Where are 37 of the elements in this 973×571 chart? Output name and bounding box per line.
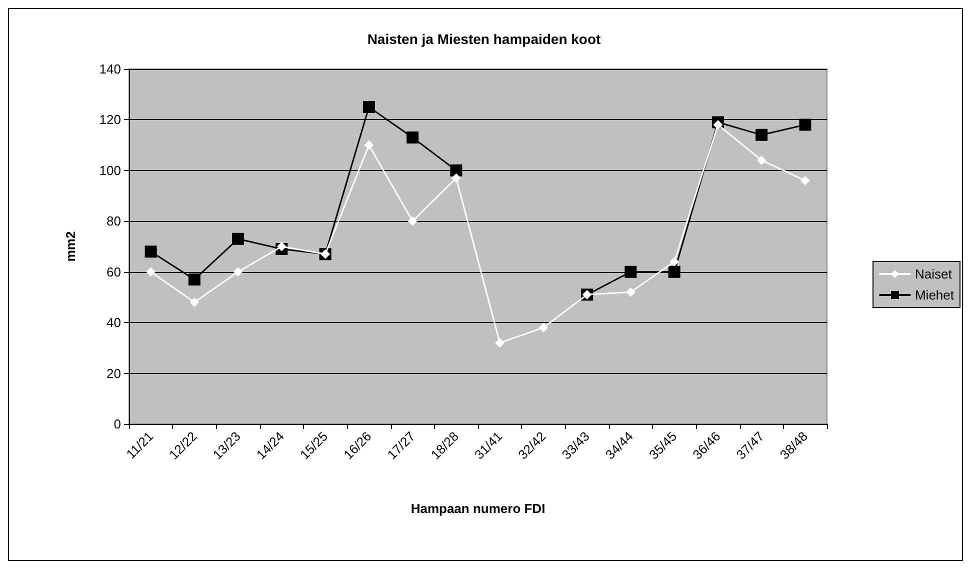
point	[144, 246, 157, 258]
point	[452, 174, 461, 183]
point	[146, 267, 156, 276]
y-tick-label: 20	[106, 366, 121, 381]
point	[408, 216, 418, 226]
y-tick-label: 40	[106, 315, 121, 330]
point	[538, 323, 548, 332]
point	[406, 131, 419, 144]
point	[670, 257, 679, 266]
point	[188, 273, 200, 286]
x-axis-title: Hampaan numero FDI	[410, 501, 546, 516]
point	[756, 128, 768, 141]
point	[668, 266, 680, 278]
point	[799, 118, 812, 131]
point	[713, 120, 722, 130]
y-tick-label: 0	[114, 416, 121, 432]
legend-label: Miehet	[914, 288, 954, 302]
y-axis-title: mm2	[63, 231, 78, 262]
point	[626, 288, 636, 297]
legend-label: Naiset	[914, 266, 952, 282]
point	[624, 266, 637, 278]
point	[450, 164, 462, 176]
y-tick-label: 120	[99, 112, 121, 128]
y-tick-label: 80	[106, 214, 121, 229]
point	[190, 298, 199, 307]
point	[362, 101, 375, 114]
point	[495, 338, 504, 348]
point	[757, 156, 766, 165]
y-tick-label: 60	[106, 264, 121, 280]
point	[277, 242, 286, 251]
point	[800, 176, 810, 186]
point	[232, 232, 244, 245]
point	[234, 267, 243, 276]
y-tick-label: 140	[99, 62, 121, 76]
y-tick-label: 100	[99, 162, 121, 178]
point	[364, 140, 374, 150]
chart-title: Naisten ja Miesten hampaiden koot	[367, 31, 602, 47]
